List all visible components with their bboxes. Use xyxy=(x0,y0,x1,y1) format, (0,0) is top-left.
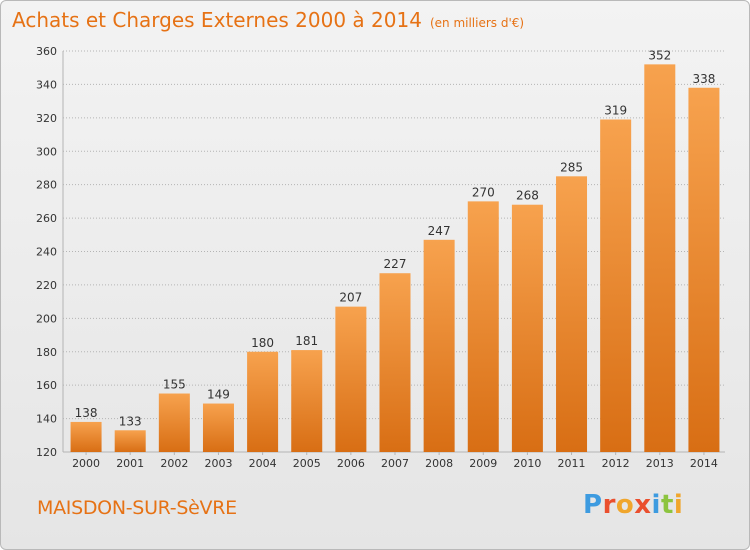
bar-2001 xyxy=(114,430,146,452)
data-label-2009: 270 xyxy=(472,185,495,199)
commune-name: MAISDON-SUR-SèVRE xyxy=(37,497,237,519)
x-tick-label-2011: 2011 xyxy=(558,457,586,470)
bar-2003 xyxy=(202,403,234,452)
x-tick-label-2012: 2012 xyxy=(602,457,630,470)
bar-2006 xyxy=(335,306,367,452)
y-tick-label: 240 xyxy=(36,246,57,259)
bar-2010 xyxy=(511,204,543,452)
data-label-2014: 338 xyxy=(692,72,715,86)
x-tick-label-2014: 2014 xyxy=(690,457,718,470)
logo-letter: t xyxy=(660,490,674,520)
data-label-2007: 227 xyxy=(384,257,407,271)
logo-letter: r xyxy=(602,490,616,520)
y-tick-label: 260 xyxy=(36,212,57,225)
bar-2012 xyxy=(600,119,632,453)
bar-2014 xyxy=(688,87,720,452)
x-tick-label-2005: 2005 xyxy=(293,457,321,470)
x-tick-label-2002: 2002 xyxy=(160,457,188,470)
logo-letter: o xyxy=(615,490,635,520)
bar-2002 xyxy=(158,393,190,452)
data-label-2006: 207 xyxy=(339,291,362,305)
y-tick-label: 180 xyxy=(36,346,57,359)
logo-letter: P xyxy=(583,490,603,520)
logo-letter: i xyxy=(673,490,684,520)
bar-2009 xyxy=(467,201,499,452)
bar-2008 xyxy=(423,239,455,452)
x-tick-label-2008: 2008 xyxy=(425,457,453,470)
data-label-2013: 352 xyxy=(648,48,671,62)
chart-subtitle: (en milliers d'€) xyxy=(429,16,525,30)
data-label-2004: 180 xyxy=(251,336,274,350)
x-tick-label-2007: 2007 xyxy=(381,457,409,470)
bar-2000 xyxy=(70,421,102,452)
x-tick-label-2010: 2010 xyxy=(513,457,541,470)
y-tick-label: 140 xyxy=(36,413,57,426)
y-tick-label: 120 xyxy=(36,446,57,459)
data-label-2003: 149 xyxy=(207,388,230,402)
data-label-2000: 138 xyxy=(75,406,98,420)
y-tick-label: 300 xyxy=(36,145,57,158)
x-tick-label-2006: 2006 xyxy=(337,457,365,470)
x-tick-label-2000: 2000 xyxy=(72,457,100,470)
data-label-2011: 285 xyxy=(560,160,583,174)
x-tick-label-2001: 2001 xyxy=(116,457,144,470)
x-tick-label-2009: 2009 xyxy=(469,457,497,470)
logo-letter: i xyxy=(651,490,661,520)
chart-header: Achats et Charges Externes 2000 à 2014 (e… xyxy=(12,8,524,32)
proxiti-logo[interactable]: Proxiti xyxy=(583,490,683,520)
data-label-2010: 268 xyxy=(516,189,539,203)
bar-2004 xyxy=(247,351,279,452)
y-tick-label: 200 xyxy=(36,312,57,325)
data-label-2001: 133 xyxy=(119,414,142,428)
data-label-2005: 181 xyxy=(295,334,318,348)
bar-2011 xyxy=(556,176,588,452)
x-tick-label-2004: 2004 xyxy=(249,457,277,470)
y-tick-label: 340 xyxy=(36,78,57,91)
x-tick-label-2013: 2013 xyxy=(646,457,674,470)
y-axis-ticks: 120 140 160 180 200 220 240 260 280 300 320 340 360 xyxy=(36,45,57,459)
y-tick-label: 160 xyxy=(36,379,57,392)
bar-2007 xyxy=(379,273,411,452)
data-label-2002: 155 xyxy=(163,378,186,392)
y-tick-label: 360 xyxy=(36,45,57,58)
data-labels: 138 133 155 149 180 181 207 227 247 270 268 285 319 3… xyxy=(75,48,716,428)
y-tick-label: 220 xyxy=(36,279,57,292)
x-axis-ticks: 2000 2001 2002 2003 2004 2005 2006 2007 2008 2009… xyxy=(72,452,718,470)
y-tick-label: 320 xyxy=(36,112,57,125)
bar-2013 xyxy=(644,64,676,452)
bar-2005 xyxy=(291,350,323,452)
bars xyxy=(70,64,720,453)
x-tick-label-2003: 2003 xyxy=(204,457,232,470)
data-label-2008: 247 xyxy=(428,224,451,238)
chart-title: Achats et Charges Externes 2000 à 2014 xyxy=(12,8,422,32)
data-label-2012: 319 xyxy=(604,104,627,118)
y-tick-label: 280 xyxy=(36,179,57,192)
logo-letter: x xyxy=(634,490,652,520)
